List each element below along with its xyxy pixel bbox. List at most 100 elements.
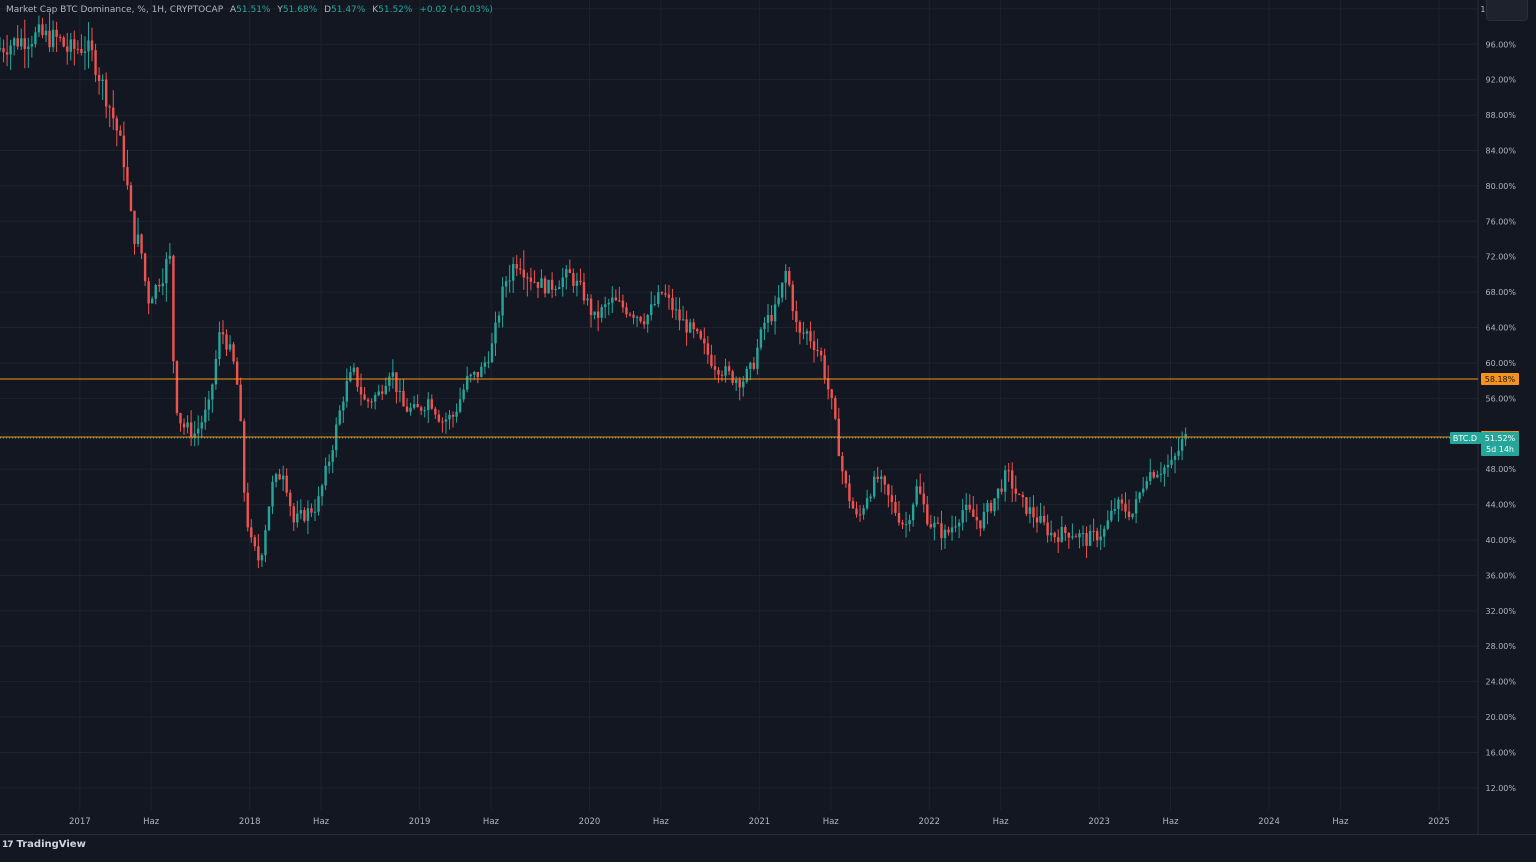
candle-body <box>483 362 487 367</box>
tradingview-logo[interactable]: 17 TradingView <box>2 838 86 852</box>
candle-body <box>363 394 366 400</box>
candle-body <box>324 465 327 486</box>
candle-body <box>575 280 579 286</box>
candle-body <box>412 404 416 408</box>
candle-body <box>1067 532 1071 538</box>
candle-body <box>880 476 883 480</box>
x-tick-label: 2019 <box>409 817 431 827</box>
candle-body <box>1120 499 1124 504</box>
candle-body <box>1035 517 1039 523</box>
candle-body <box>193 433 196 438</box>
x-tick-label: Haz <box>823 817 840 827</box>
candle-body <box>908 520 911 525</box>
candle-body <box>887 484 890 496</box>
y-tick-label: 84.00% <box>1485 146 1516 155</box>
candle-body <box>851 501 855 509</box>
candle-body <box>1028 507 1032 514</box>
candle-body <box>904 524 908 526</box>
candle-body <box>250 527 253 538</box>
candle-body <box>1173 455 1177 460</box>
candle-body <box>809 331 812 342</box>
candle-body <box>356 367 359 387</box>
candle-body <box>338 410 341 425</box>
candle-body <box>104 79 108 107</box>
candle-body <box>476 371 480 378</box>
y-tick-label: 48.00% <box>1485 465 1516 474</box>
candle-body <box>533 281 536 283</box>
candle-body <box>1021 494 1025 498</box>
candle-body <box>359 386 363 395</box>
candle-body <box>834 397 837 419</box>
candle-body <box>526 277 529 279</box>
candle-body <box>37 24 41 33</box>
candle-body <box>919 486 922 494</box>
y-tick-label: 36.00% <box>1485 571 1516 580</box>
candle-body <box>437 414 441 422</box>
candle-body <box>600 307 603 318</box>
candle-body <box>929 524 933 528</box>
candle-body <box>44 30 48 36</box>
candle-body <box>773 304 777 322</box>
candle-body <box>196 428 200 434</box>
candle-body <box>243 421 246 493</box>
candle-body <box>869 496 872 499</box>
candle-body <box>20 38 23 47</box>
candle-body <box>763 322 766 330</box>
y-tick-label: 32.00% <box>1485 607 1516 616</box>
candle-body <box>759 329 763 348</box>
candle-body <box>522 269 526 278</box>
candle-body <box>1088 530 1092 546</box>
candle-body <box>798 322 802 333</box>
candle-body <box>455 411 458 417</box>
candle-body <box>200 422 203 429</box>
candle-body <box>1156 474 1159 478</box>
candle-body <box>214 358 218 385</box>
candle-body <box>1057 537 1060 542</box>
symbol-badge-label: BTC.D <box>1453 434 1477 443</box>
candle-body <box>858 514 862 516</box>
candle-body <box>239 384 242 422</box>
y-tick-label: 40.00% <box>1485 536 1516 545</box>
candle-body <box>777 297 780 305</box>
y-tick-label: 44.00% <box>1485 501 1516 510</box>
candle-body <box>1113 508 1117 511</box>
candle-body <box>218 332 221 359</box>
candle-body <box>207 399 211 410</box>
candle-body <box>568 269 572 273</box>
candle-body <box>653 304 656 306</box>
candle-body <box>1117 499 1120 509</box>
candle-body <box>780 282 784 298</box>
candle-body <box>788 270 791 285</box>
symbol-title[interactable]: Market Cap BTC Dominance, %, 1H, CRYPTOC… <box>6 5 224 15</box>
candle-body <box>968 504 971 510</box>
candle-body <box>922 493 925 505</box>
scale-settings-button[interactable] <box>1486 0 1528 21</box>
candle-body <box>1131 513 1134 518</box>
candle-body <box>1166 464 1170 468</box>
x-tick-label: Haz <box>313 817 330 827</box>
candle-body <box>87 40 90 52</box>
candle-body <box>504 281 508 287</box>
candle-body <box>27 46 30 50</box>
candle-body <box>257 546 260 561</box>
x-tick-label: 2020 <box>579 817 601 827</box>
tradingview-name: TradingView <box>16 839 86 850</box>
candle-body <box>76 48 80 50</box>
candle-body <box>303 510 306 521</box>
level-price-label: 58.18% <box>1485 375 1516 384</box>
candle-body <box>345 381 349 402</box>
candle-body <box>48 30 51 48</box>
candle-body <box>62 37 65 47</box>
candle-body <box>996 488 1000 499</box>
candle-body <box>724 366 727 376</box>
candle-body <box>143 253 147 282</box>
candle-body <box>660 292 664 294</box>
candle-body <box>529 277 533 282</box>
candle-body <box>536 281 540 288</box>
candle-body <box>317 496 320 512</box>
candle-body <box>1032 507 1035 518</box>
candle-body <box>175 361 179 414</box>
candle-body <box>865 498 869 509</box>
